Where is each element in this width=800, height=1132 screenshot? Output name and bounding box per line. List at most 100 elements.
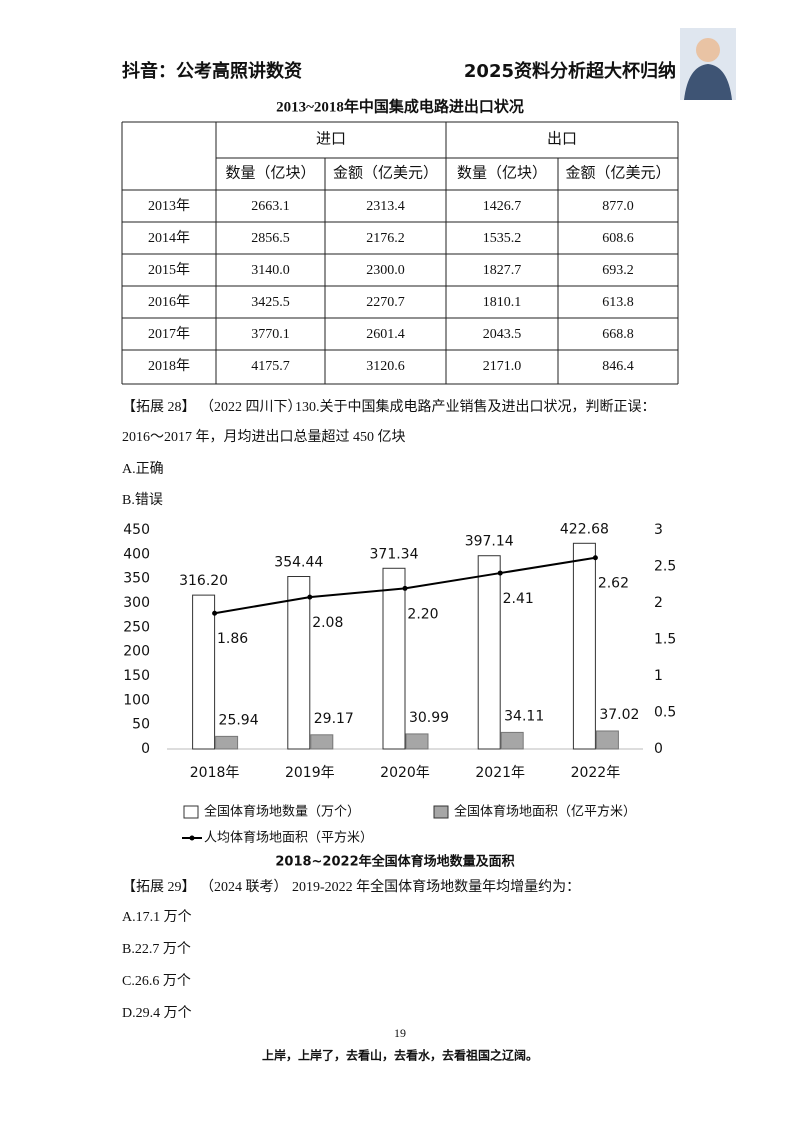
option: B.22.7 万个 xyxy=(122,941,191,957)
data-label: 316.20 xyxy=(179,573,228,589)
y2-tick-label: 0.5 xyxy=(654,705,676,721)
table-cell: 3140.0 xyxy=(251,263,290,278)
slogan: 上岸，上岸了，去看山，去看水，去看祖国之辽阔。 xyxy=(262,1048,538,1063)
line-point xyxy=(497,570,503,576)
table-cell: 2601.4 xyxy=(366,327,405,342)
table-cell: 2171.0 xyxy=(483,359,522,374)
y-tick-label: 450 xyxy=(123,522,150,538)
table-cell: 846.4 xyxy=(602,359,634,374)
table-cell: 2270.7 xyxy=(366,295,405,310)
table-cell: 877.0 xyxy=(602,199,634,214)
group-header: 进口 xyxy=(316,130,346,147)
question-source: （2022 四川下） xyxy=(200,399,302,415)
data-label: 371.34 xyxy=(370,546,419,562)
bar xyxy=(192,594,216,750)
y2-tick-label: 1.5 xyxy=(654,632,676,648)
legend-label: 人均体育场地面积（平方米） xyxy=(204,830,373,846)
table-cell: 608.6 xyxy=(602,231,634,246)
y2-tick-label: 0 xyxy=(654,741,663,757)
y-tick-label: 350 xyxy=(123,571,150,587)
y-tick-label: 100 xyxy=(123,692,150,708)
table-cell: 3120.6 xyxy=(366,359,405,374)
data-label: 2.41 xyxy=(503,591,534,607)
question-source: （2024 联考） xyxy=(200,879,288,895)
header-right: 2025资料分析超大杯归纳 xyxy=(464,60,676,82)
option: B.错误 xyxy=(122,492,163,508)
bar xyxy=(477,555,501,750)
table-cell: 2017年 xyxy=(148,326,190,342)
line-point xyxy=(212,610,218,616)
page-number: 19 xyxy=(394,1026,406,1040)
table-cell: 1535.2 xyxy=(483,231,522,246)
bar xyxy=(572,542,596,750)
table-cell: 2300.0 xyxy=(366,263,405,278)
legend-label: 全国体育场地数量（万个） xyxy=(204,804,360,820)
table-cell: 1426.7 xyxy=(483,199,522,214)
question-label: 【拓展 29】 xyxy=(122,879,196,895)
data-label: 1.86 xyxy=(217,631,248,647)
legend-swatch xyxy=(183,805,199,819)
group-header: 出口 xyxy=(547,130,577,147)
y2-tick-label: 3 xyxy=(654,522,663,538)
option: A.正确 xyxy=(122,461,164,477)
x-tick-label: 2018年 xyxy=(190,765,240,781)
data-label: 2.20 xyxy=(407,606,438,622)
bar xyxy=(215,735,239,750)
column-header: 金额（亿美元） xyxy=(333,164,438,181)
y-tick-label: 200 xyxy=(123,644,150,660)
table-cell: 693.2 xyxy=(602,263,634,278)
data-label: 25.94 xyxy=(219,712,259,728)
column-header: 数量（亿块） xyxy=(225,164,315,181)
table-title: 2013~2018年中国集成电路进出口状况 xyxy=(276,97,524,115)
data-label: 422.68 xyxy=(560,521,609,537)
legend-swatch xyxy=(433,805,449,819)
question-stem: 130.关于中国集成电路产业销售及进出口状况，判断正误： xyxy=(295,398,656,415)
bar xyxy=(287,576,311,750)
table-cell: 668.8 xyxy=(602,327,634,342)
column-header: 数量（亿块） xyxy=(457,164,547,181)
table-cell: 613.8 xyxy=(602,295,634,310)
data-label: 37.02 xyxy=(599,707,639,723)
legend-label: 全国体育场地面积（亿平方米） xyxy=(454,804,636,820)
author-photo xyxy=(680,28,736,100)
y2-tick-label: 2 xyxy=(654,595,663,611)
question-label: 【拓展 28】 xyxy=(122,399,196,415)
table-cell: 2013年 xyxy=(148,198,190,214)
table-cell: 2313.4 xyxy=(366,199,405,214)
x-tick-label: 2020年 xyxy=(380,765,430,781)
question-statement: 2016～2017 年，月均进出口总量超过 450 亿块 xyxy=(122,429,406,445)
header-left: 抖音：公考高照讲数资 xyxy=(122,60,302,82)
legend-swatch xyxy=(189,835,195,841)
x-tick-label: 2022年 xyxy=(571,765,621,781)
line-point xyxy=(402,585,408,591)
x-tick-label: 2019年 xyxy=(285,765,335,781)
table-cell: 2176.2 xyxy=(366,231,405,246)
table-cell: 2016年 xyxy=(148,294,190,310)
line-point xyxy=(592,555,598,561)
y2-tick-label: 1 xyxy=(654,668,663,684)
data-label: 30.99 xyxy=(409,710,449,726)
bar xyxy=(500,731,524,750)
y-tick-label: 300 xyxy=(123,595,150,611)
data-label: 397.14 xyxy=(465,534,514,550)
data-label: 354.44 xyxy=(274,555,323,571)
y2-tick-label: 2.5 xyxy=(654,559,676,575)
bar xyxy=(382,567,406,750)
y-tick-label: 0 xyxy=(141,741,150,757)
y-tick-label: 150 xyxy=(123,668,150,684)
data-label: 2.08 xyxy=(312,615,343,631)
option: A.17.1 万个 xyxy=(122,909,192,925)
y-tick-label: 50 xyxy=(132,717,150,733)
table-cell: 4175.7 xyxy=(251,359,290,374)
table-cell: 3770.1 xyxy=(251,327,290,342)
y-tick-label: 400 xyxy=(123,546,150,562)
table-cell: 1827.7 xyxy=(483,263,522,278)
x-tick-label: 2021年 xyxy=(475,765,525,781)
question-stem: 2019-2022 年全国体育场地数量年均增量约为： xyxy=(292,878,580,895)
option: D.29.4 万个 xyxy=(122,1005,192,1021)
bar xyxy=(310,734,334,750)
option: C.26.6 万个 xyxy=(122,973,191,989)
y-tick-label: 250 xyxy=(123,619,150,635)
line-point xyxy=(307,594,313,600)
